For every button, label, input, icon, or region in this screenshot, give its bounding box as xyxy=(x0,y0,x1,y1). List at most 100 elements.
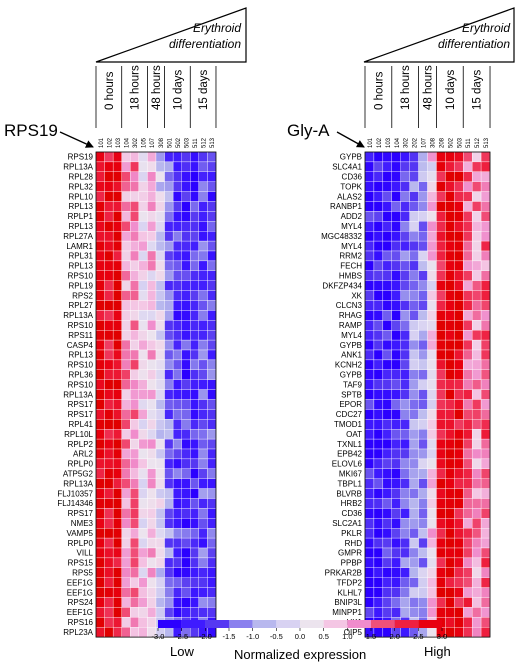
heatmap-cell xyxy=(454,191,464,202)
heatmap-cell xyxy=(155,260,165,271)
heatmap-cell xyxy=(172,547,182,559)
heatmap-cell xyxy=(382,359,392,370)
heatmap-frame xyxy=(364,151,491,638)
gene-row-label: RRM2 xyxy=(339,252,362,261)
heatmap-cell xyxy=(463,359,473,370)
heatmap-cell xyxy=(207,349,217,361)
heatmap-cell xyxy=(164,518,174,529)
heatmap-cell xyxy=(418,607,428,618)
heatmap-cell xyxy=(409,537,419,549)
time-group-label: 0 hours xyxy=(104,71,116,110)
heatmap-cell xyxy=(427,587,437,598)
heatmap-cell xyxy=(391,191,401,202)
heatmap-cell xyxy=(454,587,464,598)
heatmap-cell xyxy=(364,171,375,182)
heatmap-cell xyxy=(138,310,148,321)
heatmap-cell xyxy=(104,419,114,430)
heatmap-cell xyxy=(104,349,114,361)
gene-row-label: RPS15 xyxy=(68,559,94,568)
heatmap-cell xyxy=(436,369,446,380)
heatmap-cell xyxy=(172,458,182,469)
heatmap-cell xyxy=(104,607,114,618)
heatmap-cell xyxy=(130,607,140,618)
heatmap-cell xyxy=(181,369,191,380)
heatmap-cell xyxy=(104,231,114,242)
heatmap-cell xyxy=(164,557,174,568)
heatmap-cell xyxy=(104,458,114,469)
heatmap-cell xyxy=(112,399,122,410)
heatmap-cell xyxy=(164,488,174,499)
heatmap-cell xyxy=(190,231,200,242)
heatmap-cell xyxy=(172,587,182,598)
heatmap-cell xyxy=(471,617,482,628)
gene-row-label: RPL13 xyxy=(69,351,94,360)
heatmap-cell xyxy=(112,597,122,608)
heatmap-cell xyxy=(155,339,165,351)
heatmap-cell xyxy=(138,181,148,192)
heatmap-cell xyxy=(198,211,208,222)
heatmap-cell xyxy=(471,161,482,172)
heatmap-cell xyxy=(147,369,157,380)
heatmap-cell xyxy=(138,557,148,568)
heatmap-cell xyxy=(130,567,140,578)
heatmap-cell xyxy=(382,607,392,618)
heatmap-cell xyxy=(480,508,491,519)
heatmap-cell xyxy=(112,389,122,400)
heatmap-cell xyxy=(418,240,428,252)
heatmap-cell xyxy=(181,260,191,271)
heatmap-cell xyxy=(391,429,401,440)
heatmap-cell xyxy=(391,458,401,469)
heatmap-cell xyxy=(471,320,482,331)
gene-row-label: CD36 xyxy=(342,173,363,182)
heatmap-cell xyxy=(172,369,182,380)
heatmap-cell xyxy=(190,369,200,380)
heatmap-cell xyxy=(190,627,200,638)
heatmap-cell xyxy=(95,488,105,499)
heatmap-cell xyxy=(463,557,473,568)
heatmap-cell xyxy=(418,221,428,232)
heatmap-cell xyxy=(95,518,105,529)
heatmap-cell xyxy=(190,300,200,311)
heatmap-cell xyxy=(104,310,114,321)
heatmap-cell xyxy=(391,597,401,608)
heatmap-cell xyxy=(130,330,140,341)
heatmap-cell xyxy=(95,201,105,212)
legend-tick-label: -1.0 xyxy=(246,632,259,641)
heatmap-cell xyxy=(400,409,410,420)
gene-row-label: LAMR1 xyxy=(66,242,93,251)
heatmap-cell xyxy=(409,429,419,440)
heatmap-cell xyxy=(147,409,157,420)
legend-tick-label: -0.5 xyxy=(270,632,283,641)
heatmap-cell xyxy=(391,508,401,519)
heatmap-cell xyxy=(121,448,131,460)
sample-column-label: 511 xyxy=(193,138,199,148)
heatmap-cell xyxy=(400,547,410,559)
heatmap-cell xyxy=(155,508,165,519)
heatmap-cell xyxy=(480,617,491,628)
heatmap-cell xyxy=(207,458,217,469)
heatmap-cell xyxy=(181,577,191,588)
heatmap-cell xyxy=(190,508,200,519)
heatmap-cell xyxy=(112,518,122,529)
heatmap-cell xyxy=(172,151,182,163)
heatmap-cell xyxy=(471,191,482,202)
heatmap-cell xyxy=(445,607,455,618)
heatmap-cell xyxy=(436,409,446,420)
heatmap-cell xyxy=(121,587,131,598)
heatmap-cell xyxy=(463,191,473,202)
heatmap-cell xyxy=(373,438,384,450)
heatmap-cell xyxy=(181,171,191,182)
heatmap-cell xyxy=(190,498,200,509)
heatmap-cell xyxy=(454,468,464,479)
heatmap-cell xyxy=(121,240,131,252)
heatmap-cell xyxy=(104,270,114,281)
heatmap-cell xyxy=(382,270,392,281)
heatmap-cell xyxy=(373,260,384,271)
heatmap-cell xyxy=(207,528,217,539)
heatmap-cell xyxy=(207,429,217,440)
heatmap-cell xyxy=(454,399,464,410)
heatmap-cell xyxy=(427,201,437,212)
heatmap-cell xyxy=(121,498,131,509)
gene-row-label: GMPR xyxy=(338,549,362,558)
